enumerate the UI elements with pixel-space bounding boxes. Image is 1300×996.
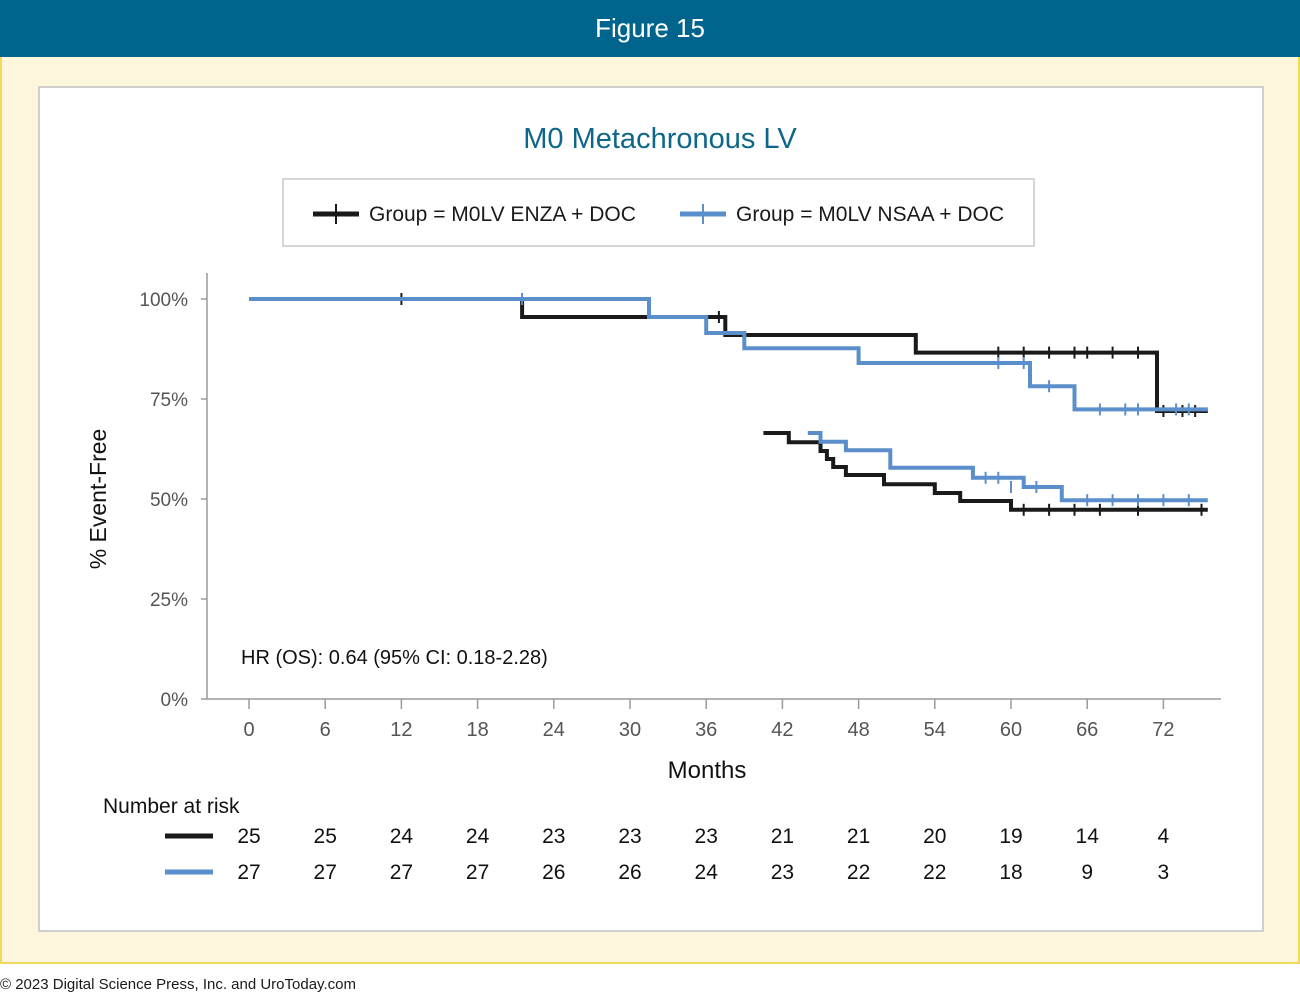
at-risk-value-nsaa: 23 [771,861,794,884]
x-tick-label: 48 [847,719,869,741]
at-risk-value-nsaa: 26 [542,861,565,884]
at-risk-value-nsaa: 9 [1081,861,1093,884]
figure-header: Figure 15 [0,0,1300,57]
at-risk-value-enza: 4 [1158,825,1170,848]
copyright-notice: © 2023 Digital Science Press, Inc. and U… [0,976,356,993]
at-risk-value-enza: 21 [771,825,794,848]
at-risk-table: 25 25 24 24 23 23 23 21 21 20 19 14 4 27 27 27 27 26 26 24 2… [165,825,1170,884]
km-chart: M0 Metachronous LV Group = M0LV ENZA + D… [85,123,1221,884]
km-curve-enza-1 [249,297,1208,413]
at-risk-value-nsaa: 27 [390,861,413,884]
x-tick-label: 66 [1076,719,1098,741]
x-tick-label: 12 [390,719,412,741]
at-risk-value-enza: 23 [542,825,565,848]
at-risk-value-enza: 21 [847,825,870,848]
x-tick-label: 0 [243,719,254,741]
y-tick-label: 25% [150,590,188,611]
at-risk-value-enza: 24 [466,825,490,848]
x-tick-label: 36 [695,719,717,741]
at-risk-value-nsaa: 18 [999,861,1022,884]
at-risk-value-enza: 23 [695,825,718,848]
at-risk-value-enza: 14 [1076,825,1100,848]
legend: Group = M0LV ENZA + DOC Group = M0LV NSA… [282,178,1035,247]
x-tick-label: 18 [466,719,488,741]
x-tick-label: 72 [1152,719,1174,741]
y-tick-label: 100% [139,290,188,311]
at-risk-value-enza: 25 [237,825,260,848]
chart-panel: M0 Metachronous LV Group = M0LV ENZA + D… [38,86,1264,932]
at-risk-value-enza: 20 [923,825,946,848]
chart-title: M0 Metachronous LV [523,123,797,155]
y-ticks: 0% 25% 50% 75% 100% [139,290,207,711]
x-tick-label: 30 [619,719,641,741]
at-risk-value-nsaa: 26 [618,861,641,884]
at-risk-value-nsaa: 27 [466,861,489,884]
hr-annotation: HR (OS): 0.64 (95% CI: 0.18-2.28) [241,647,548,669]
at-risk-value-enza: 19 [999,825,1022,848]
x-tick-label: 24 [543,719,565,741]
x-tick-label: 6 [320,719,331,741]
survival-curves [249,293,1208,516]
y-tick-label: 75% [150,390,188,411]
x-tick-label: 42 [771,719,793,741]
km-curve-nsaa-1 [249,297,1208,412]
y-tick-label: 50% [150,490,188,511]
at-risk-value-nsaa: 27 [237,861,260,884]
at-risk-value-nsaa: 24 [695,861,719,884]
x-tick-label: 60 [1000,719,1022,741]
at-risk-value-enza: 24 [390,825,414,848]
legend-item-enza: Group = M0LV ENZA + DOC [313,203,636,226]
legend-box [282,178,1035,247]
x-ticks: 0 6 12 18 24 30 36 42 48 54 60 66 72 [243,699,1175,741]
legend-label-enza: Group = M0LV ENZA + DOC [369,203,636,226]
x-tick-label: 54 [924,719,946,741]
figure-title: Figure 15 [595,13,705,43]
legend-item-nsaa: Group = M0LV NSAA + DOC [680,203,1004,226]
at-risk-value-enza: 23 [618,825,641,848]
at-risk-value-nsaa: 22 [847,861,870,884]
y-tick-label: 0% [161,690,189,711]
km-curve-nsaa-2 [807,431,1208,503]
x-axis-label: Months [668,757,747,784]
at-risk-value-nsaa: 22 [923,861,946,884]
at-risk-value-nsaa: 27 [314,861,337,884]
y-axis-label: % Event-Free [85,429,111,570]
at-risk-label: Number at risk [103,795,240,818]
at-risk-value-enza: 25 [314,825,337,848]
legend-label-nsaa: Group = M0LV NSAA + DOC [736,203,1004,226]
at-risk-value-nsaa: 3 [1158,861,1170,884]
